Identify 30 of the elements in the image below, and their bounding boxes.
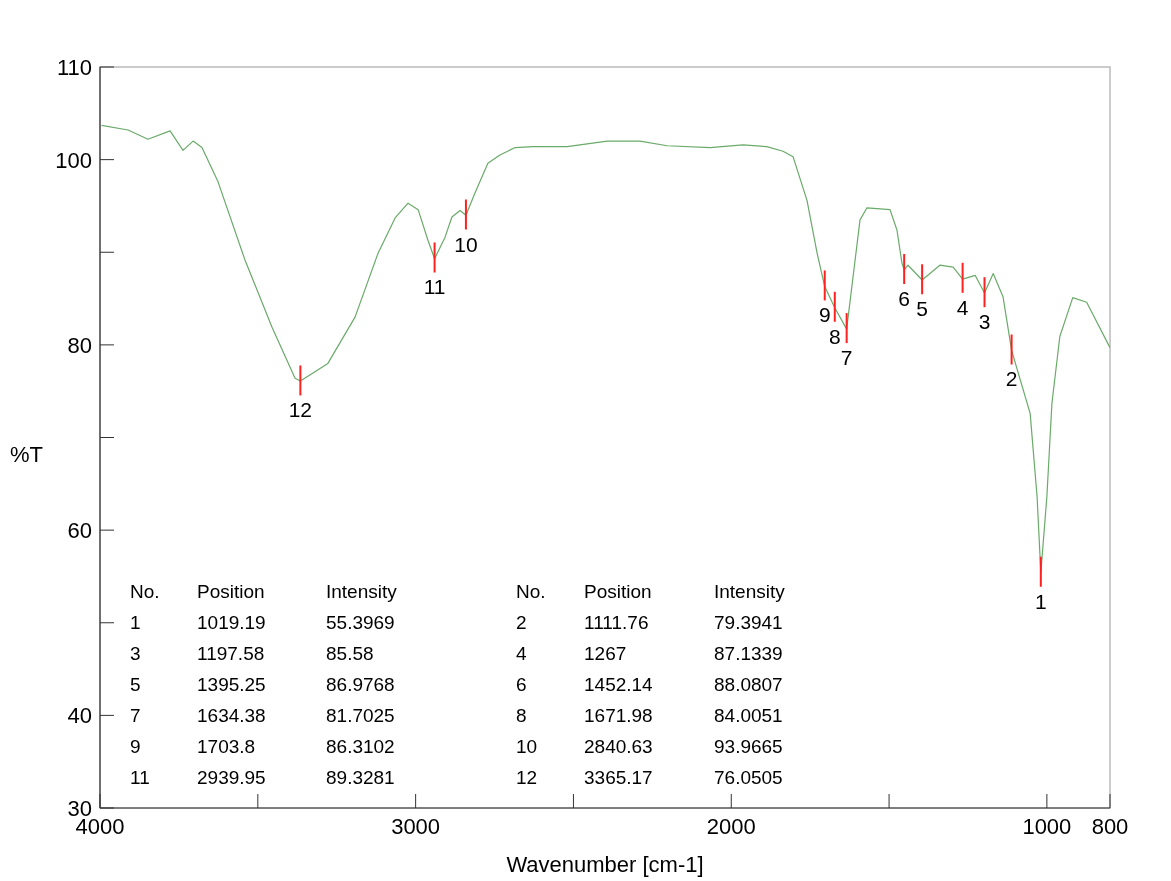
annotation: 1 — [1034, 589, 1047, 613]
text: 3 1197.58 85.58 4 1267 87.1339 — [130, 643, 783, 664]
annotation: 4 — [956, 295, 969, 319]
x-axis-title: Wavenumber [cm-1] — [506, 852, 704, 877]
y-tick-label: 110 — [56, 55, 92, 80]
y-axis-title: %T — [10, 442, 43, 467]
annotation: 5 — [916, 297, 928, 321]
annotation: 7 — [840, 346, 853, 370]
annotation: 9 — [818, 303, 831, 327]
annotation: 2 — [1005, 367, 1018, 391]
x-tick-label: 2000 — [706, 814, 756, 839]
x-tick-label: 1000 — [1022, 814, 1072, 839]
y-tick-label: 100 — [55, 147, 92, 173]
text: 1 1019.19 55.3969 2 1111.76 79.3941 — [130, 612, 783, 633]
annotation: 3 — [978, 310, 991, 334]
y-tick-label: 80 — [67, 332, 92, 358]
y-tick-label: 60 — [67, 518, 92, 544]
text: 9 1703.8 86.3102 10 2840.63 93.9665 — [130, 736, 783, 757]
y-tick-label: 40 — [67, 703, 92, 729]
annotation: 12 — [288, 398, 313, 422]
annotation: 8 — [828, 324, 841, 348]
text: 7 1634.38 81.7025 8 1671.98 84.0051 — [130, 705, 783, 726]
annotation: 6 — [898, 287, 911, 311]
annotation: 11 — [423, 275, 446, 299]
x-tick-label: 3000 — [391, 814, 441, 839]
annotation: 10 — [454, 232, 478, 256]
text: No. Position Intensity No. Position Intensity — [130, 581, 785, 602]
x-tick-label: 800 — [1091, 814, 1129, 839]
text: 5 1395.25 86.9768 6 1452.14 88.0807 — [130, 674, 783, 695]
text: 11 2939.95 89.3281 12 3365.17 76.0505 — [130, 767, 783, 788]
